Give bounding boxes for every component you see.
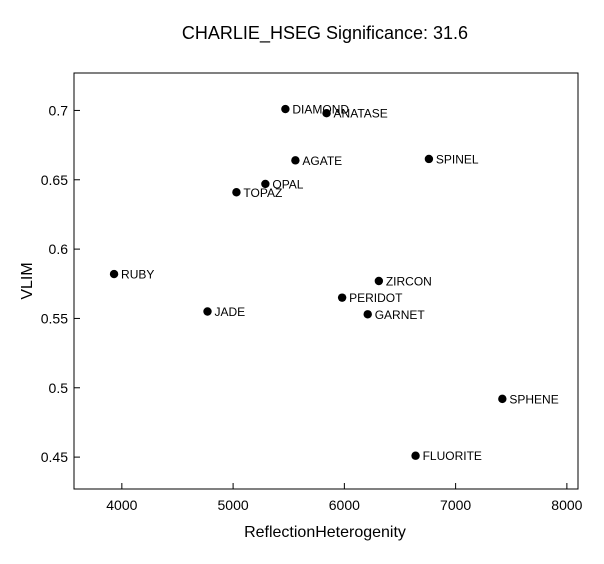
x-tick-label: 5000	[218, 497, 249, 513]
data-point	[291, 156, 300, 165]
x-tick-label: 8000	[551, 497, 582, 513]
chart-title: CHARLIE_HSEG Significance: 31.6	[182, 23, 468, 44]
x-axis: 4000 5000 6000 7000 8000	[106, 483, 583, 513]
data-point-label: SPINEL	[436, 152, 479, 166]
y-tick-label: 0.7	[49, 102, 69, 118]
data-point-label: GARNET	[375, 308, 426, 322]
data-point	[337, 293, 347, 302]
y-tick-label: 0.65	[41, 172, 68, 188]
y-axis-title: VLIM	[19, 262, 36, 299]
y-tick-label: 0.55	[41, 310, 68, 326]
data-point	[281, 104, 290, 114]
y-tick-label: 0.45	[41, 449, 68, 465]
data-point	[498, 394, 507, 404]
data-point	[232, 188, 241, 197]
data-point	[203, 307, 212, 316]
data-point-label: RUBY	[121, 268, 154, 282]
data-point-label: FLUORITE	[423, 449, 482, 463]
data-point	[411, 451, 420, 460]
y-tick-label: 0.5	[49, 380, 69, 396]
data-point-label: SPHENE	[509, 392, 558, 406]
data-point-label: ANATASE	[334, 107, 388, 121]
data-point-label: PERIDOT	[349, 291, 403, 305]
data-point	[261, 179, 270, 189]
y-axis: 0.45 0.5 0.55 0.6 0.65 0.7	[41, 102, 80, 465]
data-point-label: JADE	[215, 305, 246, 319]
plot-frame	[73, 72, 579, 490]
data-point-label: ZIRCON	[386, 275, 432, 289]
y-tick-label: 0.6	[49, 241, 69, 257]
x-tick-label: 7000	[440, 497, 471, 513]
data-point	[363, 310, 372, 319]
x-tick-label: 6000	[329, 497, 360, 513]
data-point	[424, 154, 434, 164]
data-point-label: TOPAZ	[243, 186, 282, 200]
data-point	[374, 276, 384, 286]
x-tick-label: 4000	[106, 497, 137, 513]
x-axis-title: ReflectionHeterogenity	[244, 524, 406, 541]
data-point-label: OPAL	[272, 177, 303, 191]
data-point	[109, 269, 119, 279]
data-point-label: AGATE	[302, 154, 342, 168]
data-point-label: DIAMOND	[292, 103, 349, 117]
data-point	[322, 109, 331, 118]
